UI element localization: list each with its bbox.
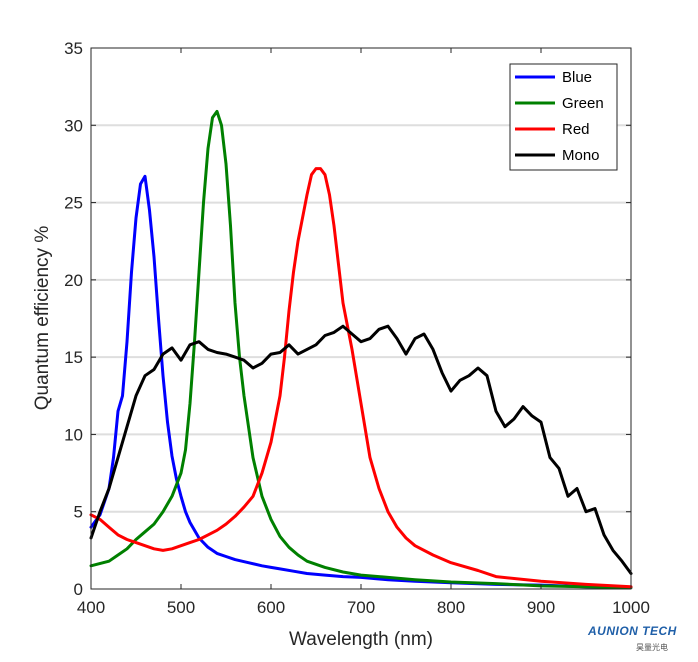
axis-ticks: 0 5 10 15 20 25 30 35 400 500 600 700 800 900 1000 xyxy=(64,39,650,617)
x-tick-label: 400 xyxy=(77,598,105,617)
legend-label-red: Red xyxy=(562,121,590,138)
legend: Blue Green Red Mono xyxy=(509,63,618,171)
x-tick-label: 600 xyxy=(257,598,285,617)
y-tick-label: 10 xyxy=(64,425,83,444)
y-tick-label: 0 xyxy=(74,580,83,599)
legend-label-blue: Blue xyxy=(562,69,592,86)
legend-label-mono: Mono xyxy=(562,147,600,164)
legend-label-green: Green xyxy=(562,95,604,112)
series-line-blue xyxy=(89,174,633,589)
y-tick-label: 30 xyxy=(64,116,83,135)
series-line-red xyxy=(89,167,633,589)
series-line-mono xyxy=(89,324,633,575)
x-tick-label: 900 xyxy=(527,598,555,617)
y-tick-label: 25 xyxy=(64,194,83,213)
x-tick-label: 700 xyxy=(347,598,375,617)
y-tick-label: 15 xyxy=(64,348,83,367)
y-tick-label: 5 xyxy=(74,503,83,522)
y-tick-label: 20 xyxy=(64,271,83,290)
x-tick-label: 1000 xyxy=(612,598,650,617)
legend-box xyxy=(509,63,618,171)
series-lines xyxy=(89,109,633,589)
y-tick-label: 35 xyxy=(64,39,83,58)
series-line-green xyxy=(89,109,633,589)
watermark-subtitle: 昊量光电 xyxy=(636,643,668,652)
x-tick-label: 500 xyxy=(167,598,195,617)
x-axis-label: Wavelength (nm) xyxy=(289,629,433,650)
x-tick-label: 800 xyxy=(437,598,465,617)
y-axis-label: Quantum efficiency % xyxy=(32,226,53,411)
watermark-logo: AUNION TECH xyxy=(588,624,677,638)
